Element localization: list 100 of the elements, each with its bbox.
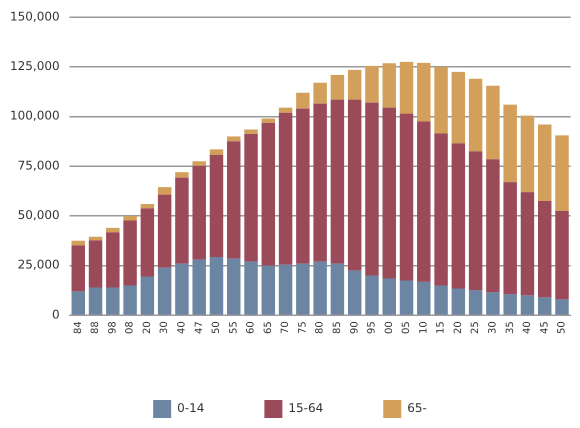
x-tick-label: 08 bbox=[124, 321, 136, 334]
bar bbox=[365, 276, 379, 315]
bar bbox=[262, 122, 276, 266]
bar bbox=[313, 262, 327, 315]
x-tick-label: 20 bbox=[142, 321, 153, 334]
bar bbox=[244, 129, 258, 134]
x-tick-label: 55 bbox=[228, 321, 240, 334]
bar bbox=[400, 114, 414, 280]
bar bbox=[330, 264, 344, 315]
bar bbox=[434, 133, 448, 286]
bar bbox=[452, 72, 466, 144]
bar bbox=[434, 285, 448, 315]
x-tick-label: 60 bbox=[246, 321, 257, 334]
x-tick-label: 15 bbox=[436, 321, 447, 334]
x-tick-label: 50 bbox=[556, 321, 568, 334]
x-tick-label: 75 bbox=[297, 321, 308, 334]
bar bbox=[123, 220, 137, 286]
legend-label: 15-64 bbox=[288, 401, 324, 416]
bar bbox=[434, 66, 448, 134]
bar bbox=[88, 236, 102, 240]
bar bbox=[520, 116, 534, 192]
bar bbox=[555, 299, 569, 315]
bar bbox=[313, 104, 327, 262]
bar bbox=[192, 260, 206, 315]
bar bbox=[278, 112, 292, 265]
x-tick-label: 88 bbox=[90, 321, 102, 334]
bar bbox=[72, 240, 85, 246]
x-tick-label: 65 bbox=[262, 321, 274, 334]
x-tick-label: 00 bbox=[384, 321, 395, 334]
legend-label: 65- bbox=[407, 401, 427, 416]
bar bbox=[348, 100, 362, 271]
bar bbox=[210, 154, 224, 258]
bar bbox=[244, 262, 258, 315]
x-tick-label: 40 bbox=[522, 321, 534, 334]
y-tick-label: 150,000 bbox=[10, 9, 60, 24]
x-tick-label: 05 bbox=[401, 321, 412, 334]
bar bbox=[296, 264, 310, 315]
bar bbox=[313, 82, 327, 104]
y-tick-label: 50,000 bbox=[18, 208, 60, 222]
y-tick-label: 0 bbox=[52, 307, 60, 322]
y-tick-label: 25,000 bbox=[18, 258, 60, 272]
bar bbox=[106, 232, 120, 288]
y-tick-label: 100,000 bbox=[10, 108, 60, 123]
bar bbox=[452, 143, 466, 288]
bar bbox=[365, 66, 379, 103]
bar bbox=[175, 264, 189, 315]
bar bbox=[227, 136, 240, 142]
x-tick-label: 98 bbox=[107, 321, 118, 334]
bar bbox=[486, 159, 500, 292]
bar bbox=[278, 264, 292, 315]
bar bbox=[365, 102, 379, 276]
bar bbox=[486, 86, 500, 160]
bar bbox=[468, 151, 482, 290]
bar bbox=[330, 100, 344, 264]
bar bbox=[555, 210, 569, 300]
x-tick-label: 45 bbox=[539, 321, 550, 334]
bar bbox=[210, 257, 224, 315]
bar bbox=[106, 228, 120, 232]
x-tick-label: 95 bbox=[366, 321, 378, 334]
bar bbox=[382, 63, 396, 108]
bar bbox=[192, 161, 206, 166]
x-tick-label: 84 bbox=[72, 321, 84, 334]
bar bbox=[503, 104, 517, 182]
bar bbox=[468, 290, 482, 315]
bar bbox=[417, 282, 431, 315]
legend-label: 0-14 bbox=[177, 401, 204, 416]
bar bbox=[486, 292, 500, 315]
bar bbox=[72, 245, 85, 292]
x-tick-label: 50 bbox=[211, 321, 222, 334]
x-tick-label: 70 bbox=[280, 321, 292, 334]
bar bbox=[140, 208, 154, 277]
bar bbox=[123, 216, 137, 220]
bar bbox=[452, 288, 466, 315]
x-tick-label: 40 bbox=[176, 321, 188, 334]
bar bbox=[382, 278, 396, 315]
x-tick-label: 10 bbox=[418, 321, 430, 334]
bar bbox=[538, 201, 552, 298]
bar bbox=[262, 266, 276, 315]
y-tick-label: 75,000 bbox=[18, 158, 60, 172]
bar bbox=[158, 268, 172, 315]
bar bbox=[538, 297, 552, 315]
bar bbox=[417, 62, 431, 122]
bar bbox=[503, 294, 517, 315]
bar bbox=[210, 149, 224, 155]
x-tick-label: 35 bbox=[504, 321, 516, 334]
x-tick-label: 25 bbox=[470, 321, 482, 334]
y-tick-label: 125,000 bbox=[10, 59, 60, 74]
bar bbox=[520, 192, 534, 296]
bar bbox=[175, 172, 189, 178]
bar bbox=[244, 134, 258, 262]
bar bbox=[538, 124, 552, 202]
bar bbox=[72, 291, 85, 315]
bar bbox=[88, 240, 102, 288]
bar bbox=[468, 78, 482, 152]
bar bbox=[400, 62, 414, 114]
bar bbox=[330, 74, 344, 100]
bar bbox=[227, 258, 240, 315]
x-tick-label: 20 bbox=[452, 321, 464, 334]
bar bbox=[106, 287, 120, 315]
bar bbox=[192, 166, 206, 260]
